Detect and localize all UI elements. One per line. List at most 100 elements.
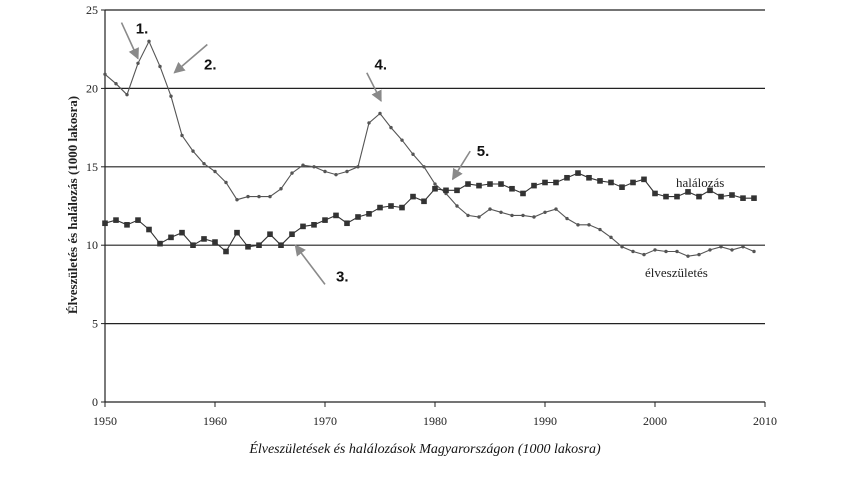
annotation-label-1: 1. <box>136 21 149 38</box>
x-tick-label: 1980 <box>423 414 447 428</box>
data-point-elveszuletes <box>598 227 602 232</box>
data-point-elveszuletes <box>312 165 316 169</box>
data-point-halalozas <box>663 193 669 200</box>
data-point-halalozas <box>311 222 317 228</box>
data-point-halalozas <box>190 242 196 248</box>
data-point-elveszuletes <box>235 198 239 202</box>
x-tick-label: 1990 <box>533 414 557 428</box>
data-point-elveszuletes <box>169 94 173 98</box>
data-point-halalozas <box>575 170 581 176</box>
data-point-elveszuletes <box>125 92 129 97</box>
data-point-halalozas <box>652 190 658 197</box>
data-point-elveszuletes <box>466 213 470 218</box>
data-point-halalozas <box>212 239 218 245</box>
grid <box>105 9 765 325</box>
y-tick-label: 5 <box>92 317 98 331</box>
data-point-halalozas <box>674 193 680 200</box>
data-point-halalozas <box>278 242 284 248</box>
data-point-halalozas <box>267 231 273 238</box>
data-point-halalozas <box>366 211 372 217</box>
data-point-elveszuletes <box>455 204 459 208</box>
y-tick-labels: 0 5 10 15 20 25 <box>86 3 98 409</box>
annotation-label-4: 4. <box>375 57 388 74</box>
figure-caption: Élveszületések és halálozások Magyarorsz… <box>249 442 601 457</box>
data-point-elveszuletes <box>675 249 679 254</box>
data-point-halalozas <box>608 179 614 186</box>
data-point-halalozas <box>696 193 702 200</box>
data-point-halalozas <box>685 189 691 195</box>
data-point-halalozas <box>729 192 735 198</box>
data-point-elveszuletes <box>576 223 580 227</box>
data-point-elveszuletes <box>554 207 558 211</box>
data-point-halalozas <box>421 198 427 205</box>
data-point-elveszuletes <box>510 213 514 218</box>
data-point-halalozas <box>597 178 603 184</box>
data-point-halalozas <box>553 179 559 186</box>
x-tick-label: 1950 <box>93 414 117 428</box>
data-point-elveszuletes <box>532 215 536 219</box>
y-tick-label: 0 <box>92 395 98 409</box>
data-point-elveszuletes <box>499 210 503 214</box>
data-point-elveszuletes <box>433 182 437 186</box>
data-point-elveszuletes <box>301 163 305 167</box>
data-point-halalozas <box>179 229 185 236</box>
data-point-halalozas <box>443 187 449 194</box>
annotation-arrow-1 <box>120 22 139 60</box>
data-point-halalozas <box>410 193 416 200</box>
data-point-halalozas <box>707 187 713 194</box>
data-point-elveszuletes <box>367 121 371 125</box>
series-label-halalozas: halálozás <box>676 175 724 190</box>
data-point-halalozas <box>168 234 174 241</box>
axes <box>101 9 766 407</box>
data-point-halalozas <box>135 217 141 223</box>
data-point-elveszuletes <box>279 187 283 191</box>
series-label-elveszuletes: élveszületés <box>645 265 708 280</box>
data-point-halalozas <box>377 204 383 211</box>
data-point-halalozas <box>465 181 471 187</box>
data-point-elveszuletes <box>543 210 547 214</box>
data-point-elveszuletes <box>224 180 228 185</box>
data-point-halalozas <box>256 242 262 248</box>
data-point-elveszuletes <box>477 215 481 219</box>
data-point-halalozas <box>586 174 592 181</box>
data-point-halalozas <box>355 214 361 220</box>
data-point-elveszuletes <box>411 152 415 156</box>
annotation-arrow-5 <box>451 150 471 181</box>
annotation-label-5: 5. <box>477 143 490 160</box>
data-point-halalozas <box>201 236 207 242</box>
data-point-elveszuletes <box>521 213 525 218</box>
data-point-elveszuletes <box>719 245 723 249</box>
data-point-elveszuletes <box>609 235 613 240</box>
data-point-halalozas <box>388 203 394 209</box>
data-point-halalozas <box>322 217 328 223</box>
data-point-halalozas <box>630 179 636 186</box>
y-tick-label: 25 <box>86 3 98 17</box>
data-point-elveszuletes <box>708 248 712 252</box>
data-point-elveszuletes <box>136 61 140 66</box>
data-point-elveszuletes <box>103 72 107 76</box>
data-point-elveszuletes <box>268 194 272 199</box>
data-point-elveszuletes <box>488 207 492 211</box>
data-point-halalozas <box>619 184 625 190</box>
data-point-halalozas <box>564 174 570 181</box>
data-point-elveszuletes <box>400 138 404 142</box>
data-point-halalozas <box>157 240 163 247</box>
data-point-elveszuletes <box>345 169 349 174</box>
data-point-elveszuletes <box>191 149 195 153</box>
annotation-arrow-4 <box>366 72 382 102</box>
annotation-arrow-2 <box>173 43 208 74</box>
annotation-arrows <box>120 22 471 285</box>
data-point-halalozas <box>718 193 724 200</box>
data-point-elveszuletes <box>730 248 734 252</box>
x-tick-label: 2000 <box>643 414 667 428</box>
series-line-elveszuletes <box>104 40 755 257</box>
data-point-halalozas <box>509 185 515 192</box>
data-point-elveszuletes <box>686 254 690 258</box>
data-point-elveszuletes <box>323 169 327 174</box>
data-point-elveszuletes <box>356 165 360 169</box>
data-point-halalozas <box>344 220 350 227</box>
data-point-halalozas <box>146 226 152 233</box>
data-point-halalozas <box>234 229 240 236</box>
data-point-elveszuletes <box>653 248 657 252</box>
data-point-halalozas <box>641 176 647 183</box>
